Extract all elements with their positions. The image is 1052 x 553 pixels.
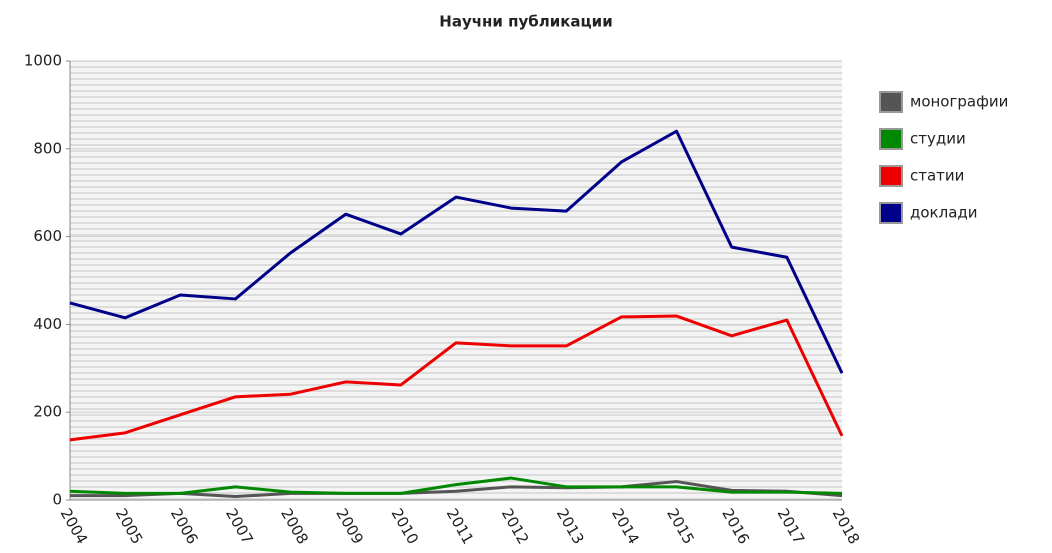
x-tick-label: 2017 (773, 505, 808, 547)
legend-label: статии (910, 167, 964, 185)
legend-label: доклади (910, 204, 978, 222)
legend-label: студии (910, 130, 966, 148)
series-line (69, 476, 843, 495)
series-line (69, 314, 844, 442)
x-tick-label: 2016 (718, 505, 753, 547)
x-tick-label: 2005 (112, 505, 147, 547)
plot-area (70, 61, 842, 500)
y-tick-label: 800 (33, 139, 62, 157)
x-tick-label: 2014 (608, 505, 643, 547)
legend-swatch (879, 128, 903, 150)
x-tick-label: 2010 (387, 505, 422, 547)
series-line (70, 480, 843, 498)
series-line (69, 129, 844, 374)
legend-swatch (879, 165, 903, 187)
x-tick-label: 2015 (663, 505, 698, 547)
x-tick-label: 2013 (553, 505, 588, 547)
y-tick-label: 200 (33, 403, 62, 421)
y-tick-label: 400 (33, 315, 62, 333)
y-tick-label: 0 (52, 491, 62, 509)
x-tick-label: 2007 (222, 505, 257, 547)
x-tick-label: 2009 (332, 505, 367, 547)
x-tick-label: 2004 (57, 505, 92, 547)
y-tick-label: 600 (33, 227, 62, 245)
x-tick-label: 2006 (167, 505, 202, 547)
x-tick-label: 2018 (829, 505, 864, 547)
y-tick-label: 1000 (24, 52, 62, 70)
x-tick-label: 2012 (498, 505, 533, 547)
legend-swatch (879, 202, 903, 224)
legend-label: монографии (910, 93, 1008, 111)
x-tick-label: 2011 (443, 505, 478, 547)
legend-swatch (879, 91, 903, 113)
x-tick-label: 2008 (277, 505, 312, 547)
chart-title: Научни публикации (439, 13, 612, 31)
